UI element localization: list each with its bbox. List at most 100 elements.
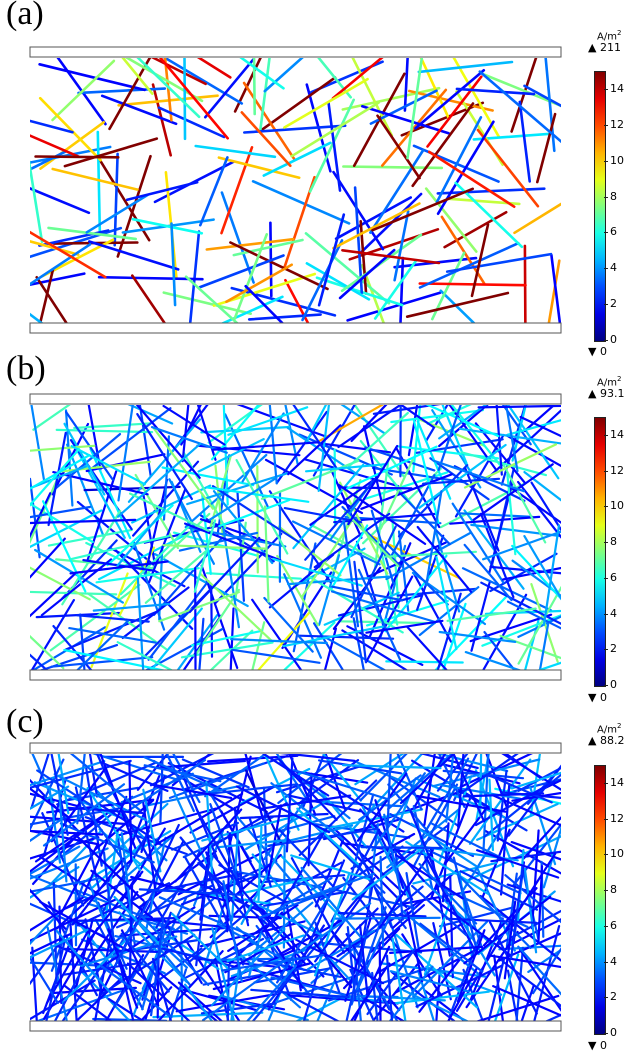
nanowire: [143, 478, 169, 577]
nanowire: [479, 754, 483, 818]
nanowire: [356, 993, 406, 1021]
nanowire: [42, 927, 99, 1020]
colorbar-max-label: ▲ 93.1: [588, 387, 625, 400]
nanowire: [240, 830, 291, 925]
nanowire: [547, 259, 561, 323]
unit-exponent: 2: [616, 722, 622, 730]
nanowire: [360, 105, 450, 135]
nanowire: [198, 617, 205, 670]
nanowire: [30, 243, 92, 286]
colorbar-min-label: ▼ 0: [588, 691, 607, 704]
nanowire: [292, 405, 338, 470]
nanowire: [369, 148, 425, 234]
top-electrode: [29, 742, 562, 754]
nanowire: [30, 448, 81, 507]
nanowire: [38, 96, 102, 162]
nanowire: [516, 480, 561, 539]
nanowire: [210, 584, 214, 658]
nanowire: [470, 223, 490, 298]
nanowire: [158, 896, 257, 939]
nanowire: [233, 233, 269, 321]
nanowire: [194, 144, 277, 159]
colorbar-tick-mark: [604, 304, 608, 306]
nanowire: [82, 795, 128, 896]
nanowire-network-plot: [29, 742, 562, 1032]
nanowire: [157, 106, 226, 139]
nanowire: [396, 445, 500, 460]
nanowire: [443, 211, 508, 249]
nanowire: [290, 854, 371, 881]
nanowire: [142, 788, 162, 873]
nanowire: [90, 869, 153, 919]
nanowire: [67, 806, 144, 815]
nanowire: [261, 754, 330, 797]
nanowire: [345, 927, 369, 1021]
nanowire: [365, 619, 444, 634]
colorbar-tick-mark: [604, 685, 608, 686]
nanowire: [468, 758, 532, 845]
colorbar: [594, 765, 606, 1035]
nanowire: [102, 851, 117, 957]
nanowire: [244, 754, 265, 821]
nanowire: [108, 58, 152, 131]
nanowires: [30, 754, 561, 1021]
nanowire: [413, 783, 459, 867]
nanowire: [283, 507, 363, 524]
nanowire: [231, 648, 321, 664]
nanowire: [151, 83, 172, 157]
nanowire: [161, 466, 255, 487]
nanowire: [184, 275, 239, 323]
nanowire: [332, 202, 421, 250]
colorbar-tick-label: 12: [610, 463, 624, 477]
nanowire: [30, 888, 67, 930]
nanowire: [212, 490, 274, 565]
nanowire: [30, 473, 61, 545]
nanowire: [91, 407, 172, 469]
nanowire: [391, 937, 407, 1021]
nanowire: [460, 451, 548, 477]
nanowire-network-plot: [29, 46, 562, 334]
nanowire: [151, 783, 233, 800]
nanowire: [523, 535, 561, 601]
nanowire: [332, 170, 385, 251]
nanowire: [498, 944, 561, 951]
nanowire: [501, 461, 547, 544]
nanowire: [493, 954, 505, 1021]
nanowire: [406, 911, 424, 983]
nanowire: [300, 872, 376, 901]
nanowire: [184, 983, 214, 1021]
nanowire: [220, 295, 284, 323]
nanowire: [386, 544, 449, 606]
nanowire: [432, 459, 526, 493]
nanowire: [341, 249, 441, 265]
nanowire: [156, 950, 224, 1021]
colorbar-tick-label: 4: [610, 954, 617, 968]
nanowire: [475, 994, 560, 1021]
nanowire: [460, 754, 519, 795]
nanowire: [106, 504, 174, 567]
nanowire: [285, 900, 302, 992]
nanowire: [32, 405, 71, 431]
nanowire: [389, 945, 484, 954]
nanowire: [371, 971, 379, 1021]
nanowire: [180, 641, 274, 659]
nanowire: [463, 543, 513, 602]
nanowire: [510, 866, 524, 960]
nanowire: [30, 477, 41, 559]
nanowire: [56, 58, 107, 126]
nanowire: [199, 572, 273, 642]
nanowire: [225, 263, 294, 304]
nanowire: [476, 128, 540, 208]
nanowire: [45, 941, 66, 1021]
nanowire: [184, 522, 282, 562]
nanowire: [456, 873, 532, 949]
nanowire: [85, 193, 149, 234]
nanowire: [315, 276, 404, 307]
nanowire: [251, 945, 318, 1021]
nanowire: [316, 968, 341, 1021]
nanowire: [244, 284, 285, 323]
nanowire: [150, 425, 228, 454]
nanowire: [405, 291, 510, 319]
panel-label: (a): [6, 0, 44, 32]
nanowire: [97, 534, 187, 581]
